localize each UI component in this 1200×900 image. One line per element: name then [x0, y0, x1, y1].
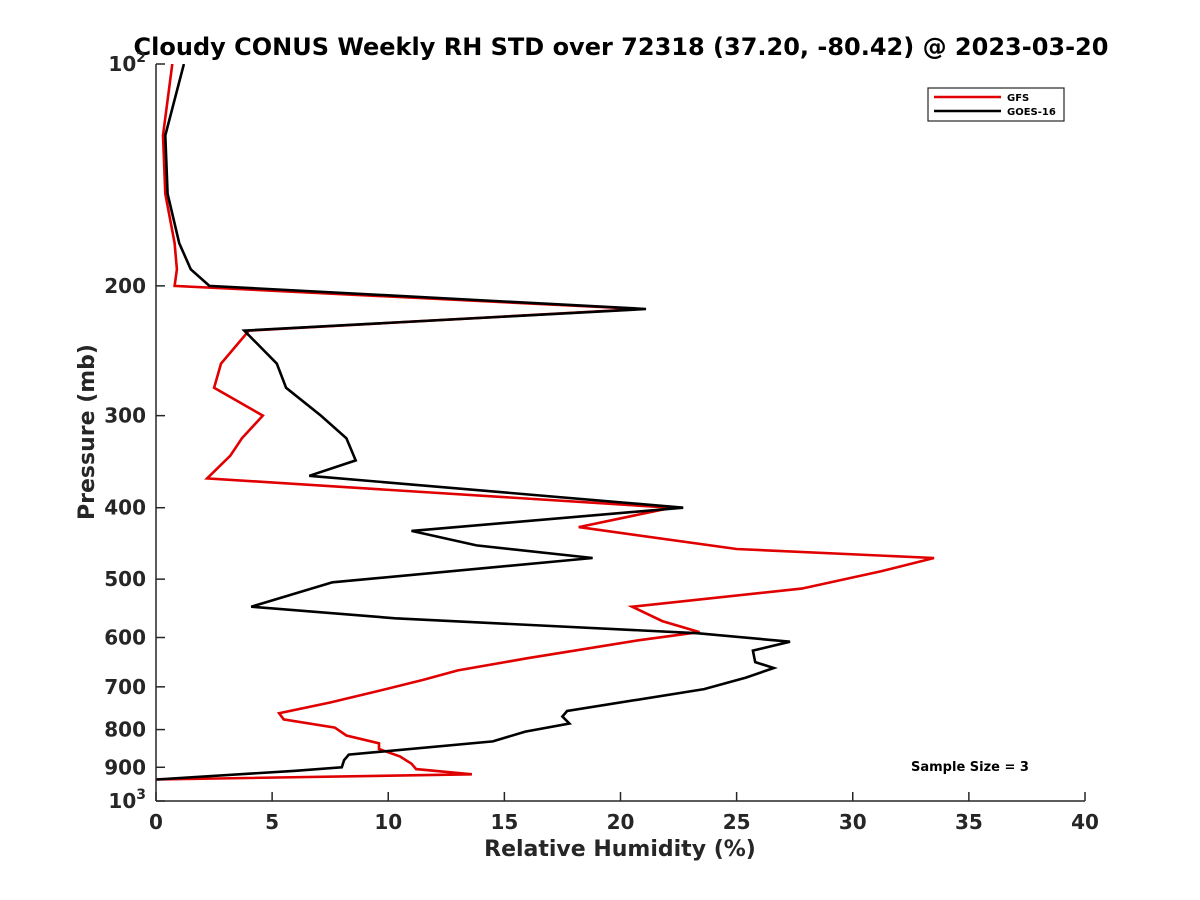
- y-tick-label: 300: [104, 404, 146, 428]
- y-tick-label: 500: [104, 567, 146, 591]
- x-tick-label: 15: [490, 810, 518, 834]
- y-tick-label: 103: [108, 787, 146, 813]
- series-line-goes-16: [156, 64, 791, 781]
- legend-box: [927, 87, 1065, 122]
- y-tick-label: 200: [104, 274, 146, 298]
- y-tick-label: 600: [104, 625, 146, 649]
- y-axis-label: Pressure (mb): [75, 344, 100, 520]
- y-tick-label: 700: [104, 675, 146, 699]
- chart-title: Cloudy CONUS Weekly RH STD over 72318 (3…: [134, 33, 1109, 61]
- series-layer: [156, 64, 935, 781]
- y-tick-label: 900: [104, 755, 146, 779]
- x-ticks: 0 5 10 15 20 25 30 35 40: [149, 792, 1099, 834]
- y-tick-label: 400: [104, 496, 146, 520]
- x-tick-label: 0: [149, 810, 163, 834]
- x-tick-label: 25: [723, 810, 751, 834]
- x-axis-label: Relative Humidity (%): [484, 837, 756, 862]
- y-tick-label: 102: [108, 50, 146, 76]
- x-tick-label: 5: [265, 810, 279, 834]
- sample-size-annotation: Sample Size = 3: [911, 760, 1029, 775]
- y-ticks: 102 200 300 400 500 600 700 800 900 103: [104, 50, 165, 813]
- x-tick-label: 10: [374, 810, 402, 834]
- x-tick-label: 20: [607, 810, 635, 834]
- legend: GFS GOES-16: [927, 87, 1065, 122]
- y-tick-label: 800: [104, 718, 146, 742]
- legend-label-gfs: GFS: [1007, 93, 1029, 104]
- x-tick-label: 40: [1071, 810, 1099, 834]
- x-tick-label: 35: [955, 810, 983, 834]
- legend-label-goes16: GOES-16: [1007, 107, 1056, 118]
- x-tick-label: 30: [839, 810, 867, 834]
- series-line-gfs: [156, 64, 935, 781]
